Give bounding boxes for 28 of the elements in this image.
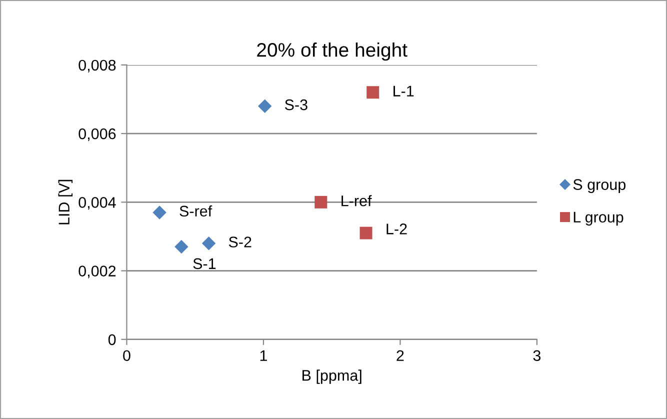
legend-label: L group [574, 212, 624, 226]
point [202, 236, 216, 250]
point [360, 226, 372, 240]
annotation: S-ref [180, 205, 212, 217]
annotation: S-2 [228, 236, 252, 248]
point [174, 240, 188, 254]
x-tick-label: 0 [123, 350, 130, 362]
point [152, 206, 166, 220]
y-tick-label: 0,002 [78, 266, 116, 278]
annotation: S-3 [284, 99, 308, 110]
annotation: L-ref [342, 195, 372, 206]
x-tick-label: 1 [260, 350, 267, 361]
x-tick-label: 2 [396, 350, 404, 361]
annotation: L-2 [386, 224, 407, 234]
legend-label: S group [573, 179, 626, 193]
point [366, 86, 380, 99]
point [258, 99, 272, 113]
annotation: S-1 [193, 258, 216, 270]
y-tick-label: 0,006 [78, 128, 116, 142]
annotation: L-1 [394, 86, 414, 96]
y-tick-label: 0 [108, 334, 116, 346]
chart-title: 20% of the height [257, 42, 408, 61]
y-axis-title: LID [V] [58, 180, 73, 224]
y-tick-label: 0,008 [78, 60, 116, 72]
y-tick-label: 0,004 [78, 197, 116, 210]
point [314, 196, 328, 208]
x-axis-title: B [ppma] [302, 370, 362, 384]
x-tick-label: 3 [533, 350, 541, 362]
